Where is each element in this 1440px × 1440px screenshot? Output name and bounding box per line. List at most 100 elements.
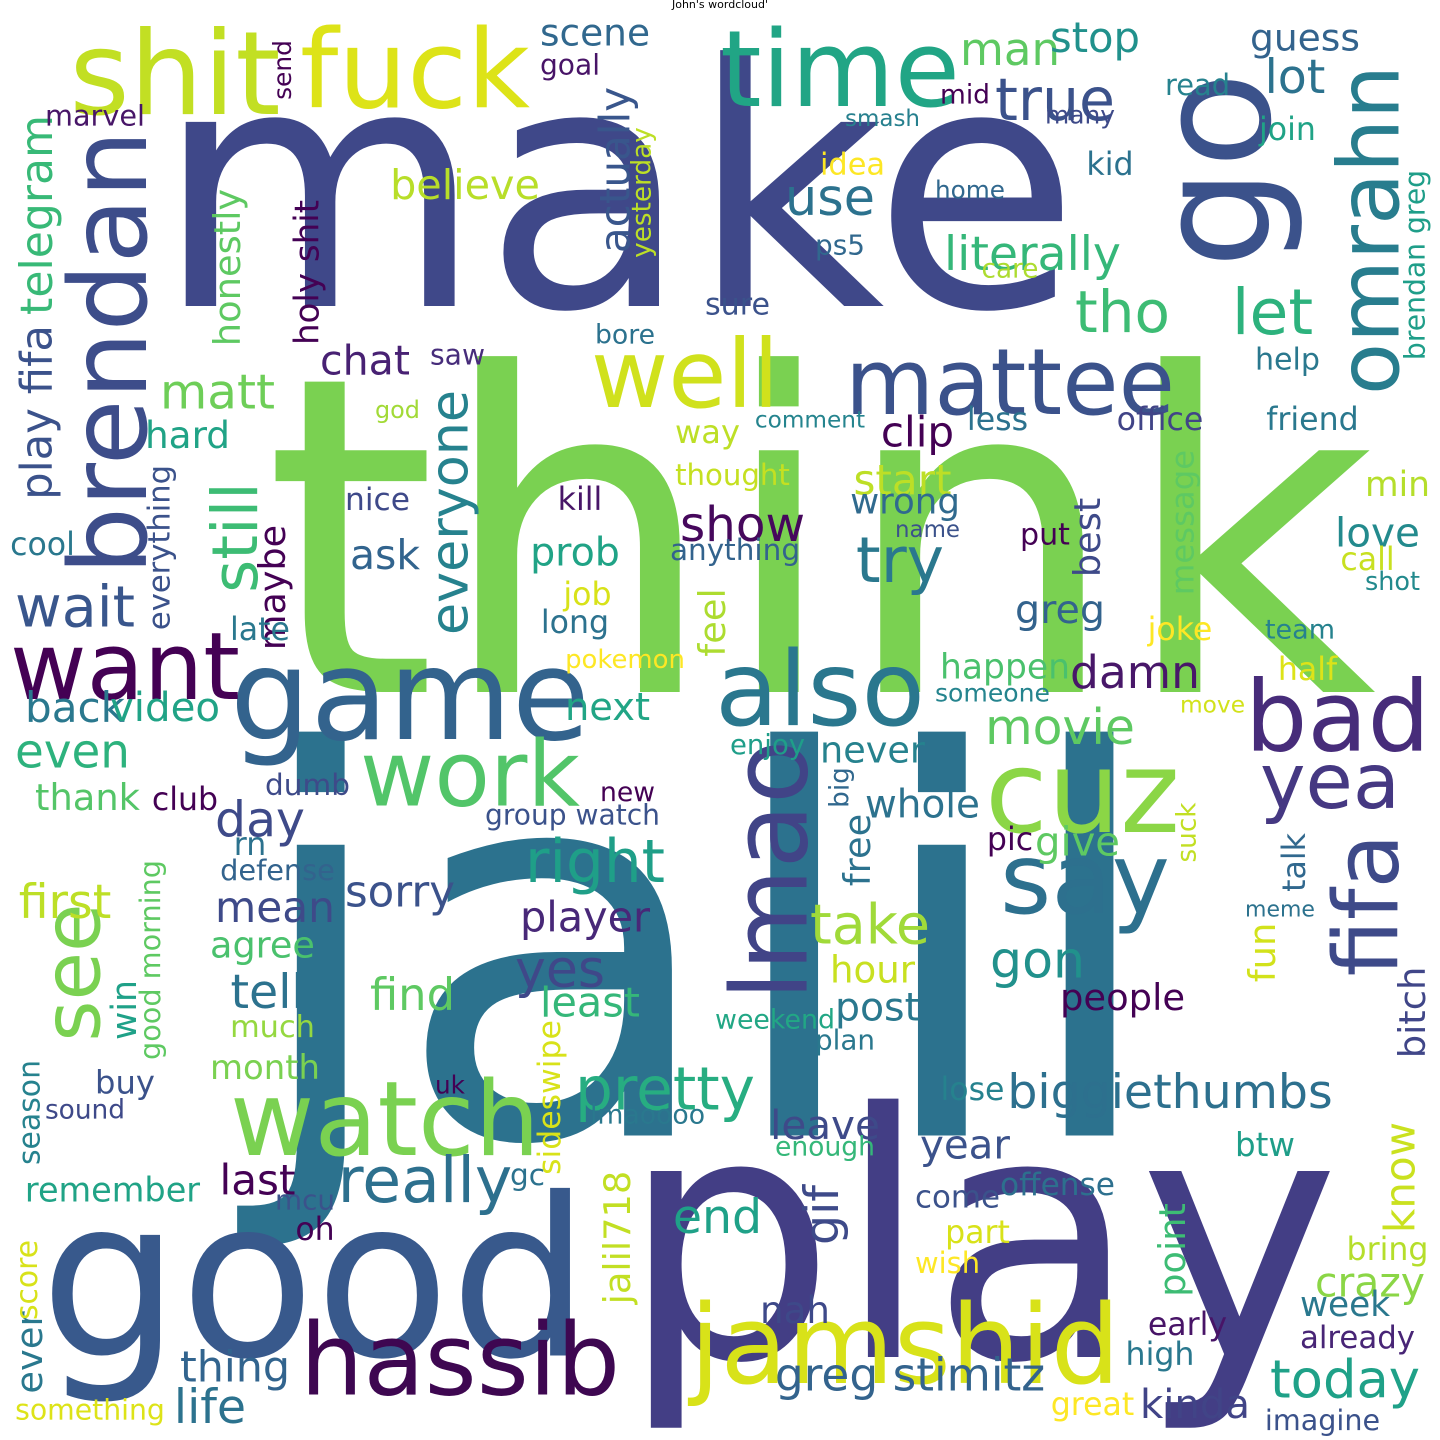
cloud-word-fifa: fifa [1316, 834, 1420, 977]
cloud-word-comment: comment [755, 407, 865, 434]
cloud-word-late: late [230, 612, 290, 648]
cloud-word-nice: nice [345, 482, 410, 518]
cloud-word-ever: ever [8, 1311, 51, 1394]
cloud-word-care: care [982, 255, 1039, 285]
cloud-word-sideswipe: sideswipe [532, 1020, 568, 1175]
cloud-word-even: even [15, 726, 130, 780]
cloud-word-goal: goal [540, 49, 600, 82]
cloud-word-say: say [1000, 823, 1170, 937]
cloud-word-pic: pic [987, 822, 1033, 858]
cloud-word-season: season [13, 1060, 48, 1165]
cloud-word-play-fifa: play fifa [13, 325, 63, 500]
cloud-word-omrahn: omrahn [1321, 65, 1420, 395]
cloud-word-buy: buy [95, 1064, 155, 1102]
cloud-word-pokemon: pokemon [565, 645, 685, 675]
cloud-word-ps5: ps5 [815, 229, 865, 262]
cloud-word-telegram: telegram [12, 115, 63, 315]
cloud-word-cool: cool [10, 527, 75, 563]
cloud-word-game: game [230, 621, 590, 769]
cloud-word-ask: ask [350, 531, 420, 579]
cloud-word-jalil: jalil [230, 644, 1163, 1262]
cloud-word-imagine: imagine [1265, 1403, 1380, 1437]
cloud-word-great: great [1051, 1387, 1135, 1423]
cloud-word-holy-shit: holy shit [288, 200, 328, 345]
cloud-word-think: think [264, 283, 1377, 797]
cloud-word-enjoy: enjoy [730, 729, 805, 761]
cloud-word-club: club [152, 782, 218, 818]
cloud-word-jamshid: jamshid [688, 1281, 1120, 1409]
cloud-word-video: video [110, 684, 220, 731]
cloud-word-gc: gc [510, 1158, 545, 1192]
cloud-word-sound: sound [45, 1095, 125, 1126]
cloud-word-people: people [1060, 976, 1185, 1019]
cloud-word-use: use [785, 168, 875, 227]
cloud-word-bore: bore [595, 320, 655, 351]
cloud-word-gon: gon [990, 931, 1085, 990]
cloud-word-big: big [826, 767, 856, 808]
cloud-word-kill: kill [558, 482, 603, 518]
cloud-word-many: many [1045, 101, 1115, 130]
cloud-word-let: let [1232, 275, 1313, 349]
cloud-word-put: put [1020, 518, 1070, 553]
cloud-word-joke: joke [1147, 612, 1213, 648]
cloud-word-clip: clip [881, 408, 954, 457]
cloud-word-man: man [960, 23, 1060, 76]
cloud-word-back: back [25, 683, 126, 732]
cloud-word-oh: oh [295, 1212, 334, 1248]
chart-title: John's wordcloud' [671, 0, 769, 11]
cloud-word-bad: bad [1245, 661, 1430, 775]
cloud-word-yes: yes [515, 940, 605, 1000]
cloud-word-free: free [836, 814, 879, 887]
cloud-word-early: early [1148, 1307, 1227, 1343]
cloud-word-job: job [562, 577, 611, 613]
cloud-word-office: office [1117, 402, 1204, 438]
cloud-word-month: month [210, 1048, 320, 1087]
cloud-word-maybe: maybe [251, 525, 294, 650]
cloud-word-play: play [620, 1042, 1340, 1438]
cloud-word-whole: whole [865, 783, 980, 828]
cloud-word-show: show [680, 497, 805, 553]
cloud-word-talk: talk [1277, 832, 1313, 892]
cloud-word-happen: happen [940, 648, 1070, 688]
cloud-word-today: today [1270, 1350, 1420, 1411]
cloud-word-lot: lot [1265, 50, 1326, 105]
cloud-word-btw: btw [1235, 1126, 1295, 1164]
cloud-word-crazy: crazy [1315, 1259, 1425, 1307]
cloud-word-literally: literally [944, 227, 1121, 282]
cloud-word-thought: thought [675, 458, 790, 492]
cloud-word-much: much [230, 1010, 315, 1045]
cloud-word-less: less [967, 402, 1028, 438]
cloud-word-hour: hour [830, 949, 916, 992]
cloud-word-yea: yea [1260, 738, 1400, 827]
cloud-word-someone: someone [935, 679, 1050, 708]
cloud-word-cuz: cuz [985, 726, 1180, 859]
cloud-word-prob: prob [530, 530, 620, 576]
cloud-word-find: find [370, 968, 455, 1021]
cloud-word-group-watch: group watch [485, 799, 660, 832]
cloud-word-win: win [105, 980, 145, 1040]
cloud-word-give: give [1035, 820, 1120, 866]
cloud-word-bitch: bitch [1391, 967, 1434, 1059]
cloud-word-guess: guess [1250, 16, 1360, 60]
cloud-word-bring: bring [1347, 1232, 1429, 1268]
cloud-word-weekend: weekend [715, 1005, 835, 1036]
cloud-word-everyone: everyone [420, 390, 481, 635]
cloud-word-mattee: mattee [845, 329, 1175, 436]
cloud-word-defense: defense [220, 853, 335, 887]
cloud-word-least: least [540, 979, 640, 1027]
cloud-word-sorry: sorry [345, 868, 455, 918]
cloud-word-hassib: hassib [300, 1302, 620, 1419]
cloud-word-way: way [675, 413, 740, 451]
cloud-word-player: player [520, 894, 651, 942]
cloud-word-good: good [40, 1152, 590, 1409]
cloud-word-biggiethumbs: biggiethumbs [1007, 1065, 1332, 1120]
cloud-word-already: already [1300, 1320, 1415, 1356]
cloud-word-everything: everything [143, 465, 178, 630]
cloud-word-min: min [1365, 465, 1430, 505]
cloud-word-time: time [720, 8, 960, 132]
cloud-word-matt: matt [160, 365, 275, 421]
cloud-word-right: right [525, 828, 665, 897]
cloud-word-fuck: fuck [300, 7, 530, 134]
cloud-word-mid: mid [940, 80, 990, 111]
